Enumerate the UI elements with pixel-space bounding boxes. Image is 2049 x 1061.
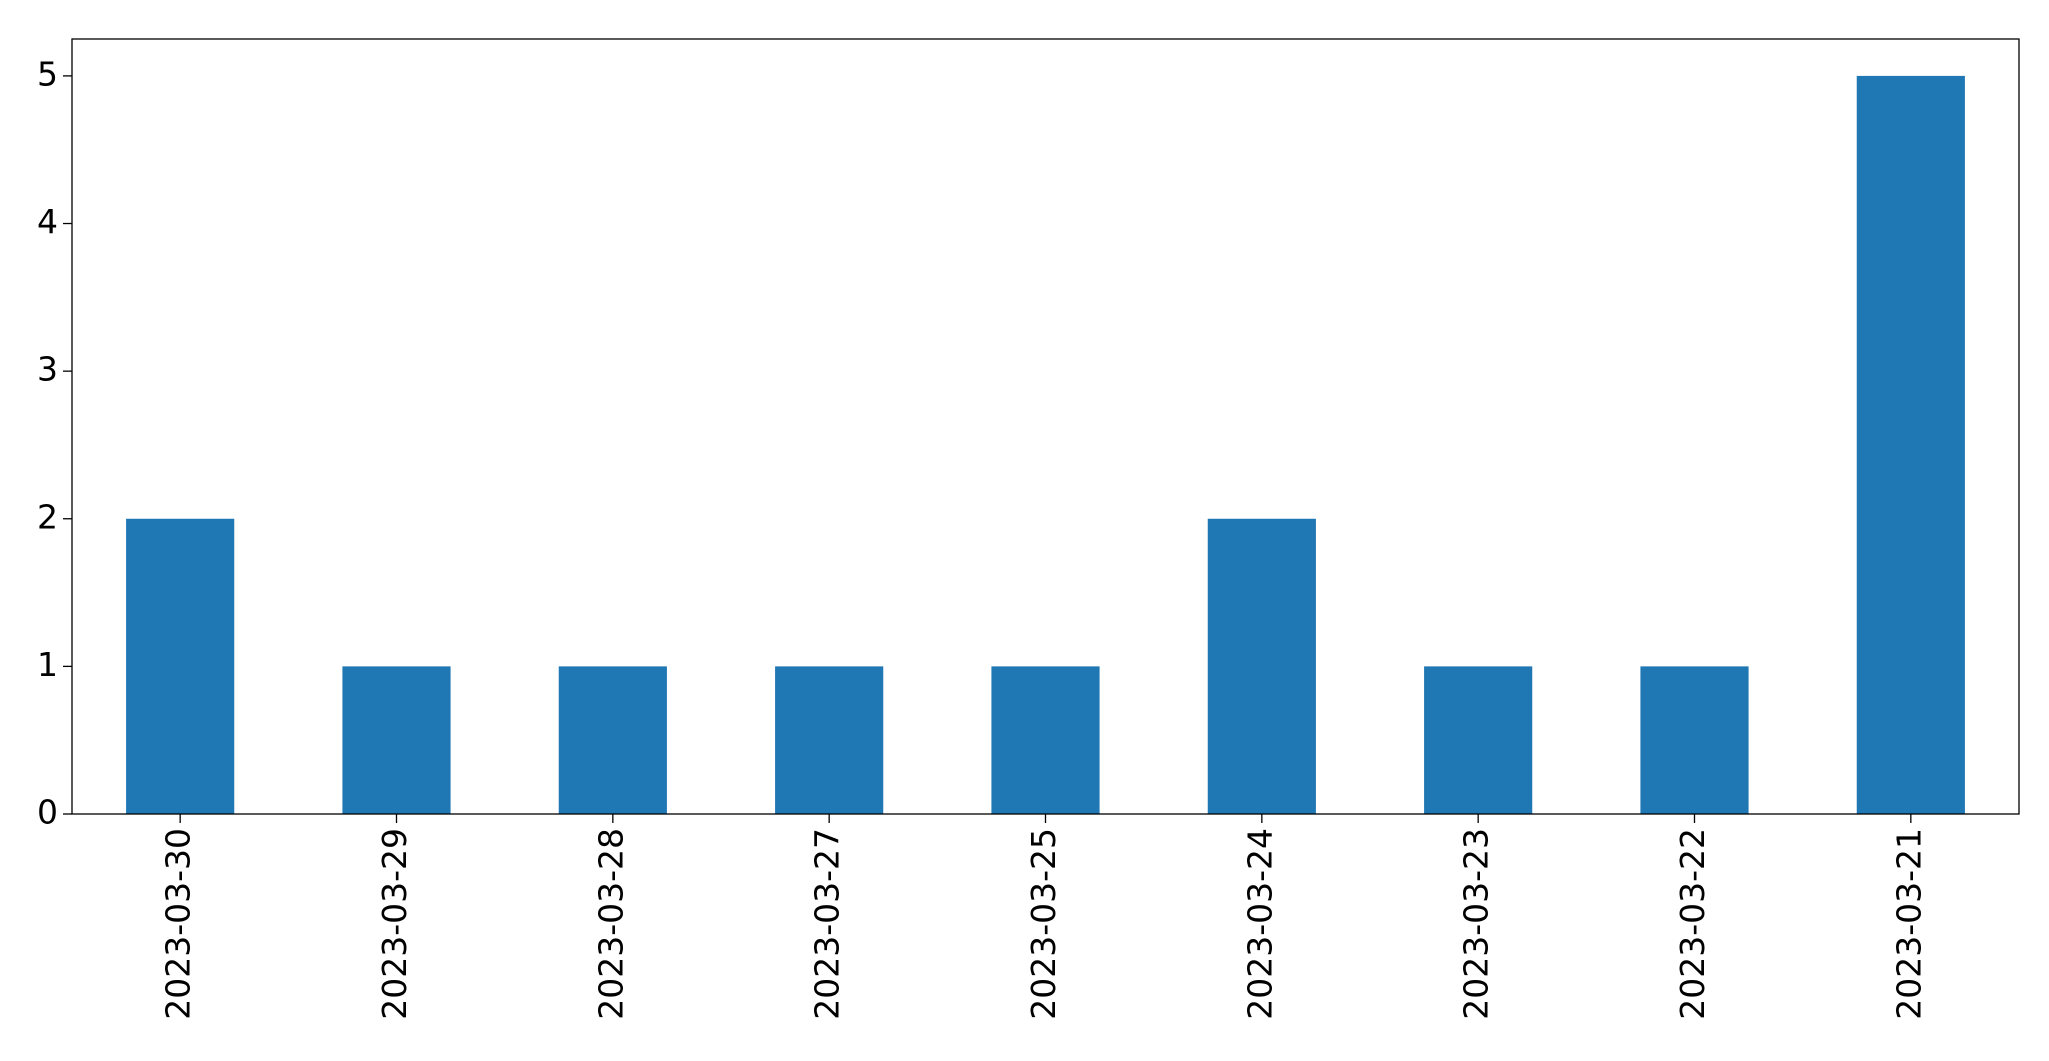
x-tick-label: 2023-03-30 (159, 828, 198, 1020)
x-tick-label: 2023-03-21 (1889, 828, 1928, 1020)
bar (126, 518, 235, 814)
y-tick-label: 2 (37, 497, 58, 536)
x-tick-label: 2023-03-27 (808, 828, 847, 1020)
x-tick-label: 2023-03-24 (1240, 828, 1279, 1020)
x-tick-label: 2023-03-29 (375, 828, 414, 1020)
bar (1856, 75, 1965, 814)
bar (775, 666, 884, 814)
bar (1207, 518, 1316, 814)
bar (1424, 666, 1533, 814)
bar (991, 666, 1100, 814)
bar (1640, 666, 1749, 814)
x-tick-label: 2023-03-22 (1673, 828, 1712, 1020)
y-tick-label: 0 (37, 793, 58, 832)
y-tick-label: 3 (37, 350, 58, 389)
x-tick-label: 2023-03-28 (591, 828, 630, 1020)
y-tick-label: 1 (37, 645, 58, 684)
y-tick-label: 5 (37, 54, 58, 93)
bar (342, 666, 451, 814)
y-tick-label: 4 (37, 202, 58, 241)
bar (558, 666, 667, 814)
plot-frame (71, 38, 2020, 815)
x-tick-label: 2023-03-25 (1024, 828, 1063, 1020)
x-tick-label: 2023-03-23 (1457, 828, 1496, 1020)
